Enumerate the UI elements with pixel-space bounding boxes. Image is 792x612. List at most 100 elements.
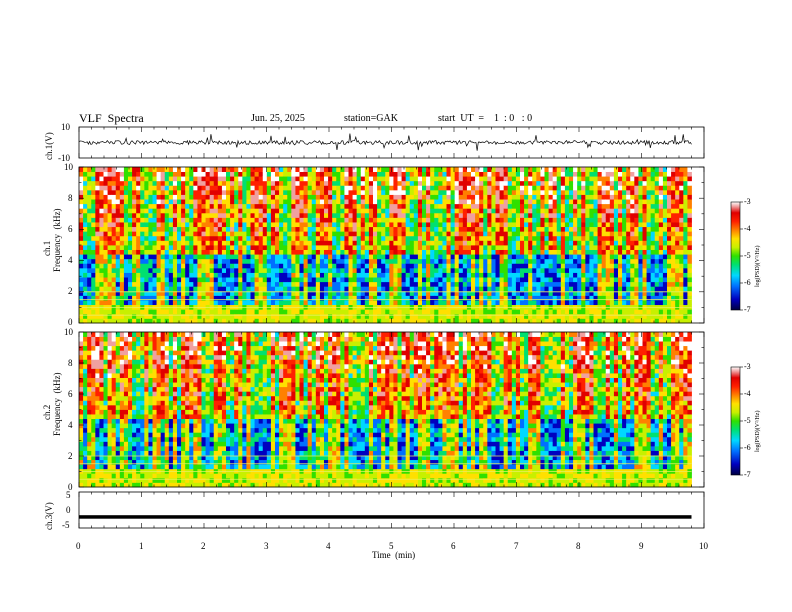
spectrogram-cell	[536, 272, 541, 278]
spectrogram-cell	[503, 199, 509, 205]
spectrogram-cell	[185, 249, 190, 255]
spectrogram-cell	[585, 199, 590, 205]
spectrogram-cell	[115, 231, 121, 237]
spectrogram-cell	[217, 313, 223, 319]
spectrogram-cell	[618, 281, 623, 287]
spectrogram-cell	[168, 167, 174, 172]
spectrogram-cell	[291, 318, 296, 324]
spectrogram-cell	[597, 208, 603, 214]
spectrogram-cell	[675, 281, 680, 287]
spectrogram-cell	[434, 240, 439, 246]
spectrogram-cell	[630, 235, 635, 241]
spectrogram-cell	[254, 167, 260, 172]
spectrogram-cell	[581, 180, 586, 186]
spectrogram-cell	[658, 281, 664, 287]
spectrogram-cell	[377, 258, 382, 264]
spectrogram-cell	[589, 203, 594, 209]
spectrogram-cell	[344, 281, 349, 287]
spectrogram-cell	[450, 235, 456, 241]
spectrogram-cell	[185, 318, 190, 324]
spectrogram-cell	[585, 295, 590, 301]
spectrogram-cell	[95, 199, 100, 205]
spectrogram-cell	[675, 194, 680, 200]
spectrogram-cell	[520, 281, 525, 287]
spectrogram-cell	[381, 231, 386, 237]
spectrogram-cell	[99, 277, 104, 283]
spectrogram-cell	[303, 212, 309, 218]
spectrogram-cell	[499, 180, 505, 186]
spectrogram-cell	[189, 258, 194, 264]
spectrogram-cell	[675, 313, 680, 319]
spectrogram-cell	[213, 222, 219, 228]
spectrogram-cell	[605, 245, 611, 250]
spectrogram-cell	[601, 240, 607, 246]
spectrogram-cell	[364, 309, 370, 315]
spectrogram-cell	[528, 189, 533, 195]
spectrogram-cell	[556, 235, 562, 241]
spectrogram-cell	[524, 277, 529, 283]
spectrogram-cell	[201, 300, 206, 306]
spectrogram-cell	[524, 286, 529, 292]
spectrogram-cell	[450, 199, 456, 205]
spectrogram-cell	[270, 231, 276, 237]
spectrogram-cell	[111, 272, 117, 278]
spectrogram-cell	[111, 167, 117, 172]
spectrogram-cell	[556, 231, 562, 237]
spectrogram-cell	[128, 281, 133, 287]
spectrogram-cell	[266, 176, 272, 182]
spectrogram-cell	[597, 272, 603, 278]
spectrogram-cell	[548, 199, 554, 205]
spectrogram-cell	[356, 167, 362, 172]
spectrogram-cell	[409, 171, 415, 177]
spectrogram-cell	[91, 277, 96, 283]
spectrogram-cell	[352, 286, 358, 292]
spectrogram-cell	[79, 180, 84, 186]
spectrogram-cell	[397, 222, 402, 228]
spectrogram-cell	[446, 263, 451, 269]
spectrogram-cell	[340, 258, 345, 264]
spectrogram-cell	[650, 272, 656, 278]
spectrogram-cell	[168, 263, 174, 269]
spectrogram-cell	[132, 245, 137, 250]
spectrogram-cell	[601, 189, 607, 195]
spectrogram-cell	[107, 309, 113, 315]
spectrogram-cell	[226, 290, 231, 296]
spectrogram-cell	[458, 222, 464, 228]
spectrogram-cell	[185, 176, 190, 182]
spectrogram-cell	[491, 212, 496, 218]
spectrogram-cell	[299, 171, 304, 177]
spectrogram-cell	[662, 240, 668, 246]
spectrogram-cell	[279, 167, 284, 172]
spectrogram-cell	[536, 167, 541, 172]
spectrogram-cell	[536, 222, 541, 228]
spectrogram-cell	[209, 258, 215, 264]
spectrogram-cell	[348, 263, 353, 269]
spectrogram-cell	[103, 240, 108, 246]
spectrogram-cell	[99, 290, 104, 296]
spectrogram-cell	[205, 185, 211, 191]
spectrogram-cell	[618, 217, 623, 223]
spectrogram-cell	[144, 217, 149, 223]
spectrogram-cell	[242, 235, 247, 241]
spectrogram-cell	[511, 267, 517, 273]
spectrogram-cell	[291, 309, 296, 315]
spectrogram-cell	[95, 263, 100, 269]
spectrogram-cell	[622, 245, 627, 250]
spectrogram-cell	[83, 212, 88, 218]
spectrogram-cell	[434, 180, 439, 186]
spectrogram-cell	[164, 189, 170, 195]
spectrogram-cell	[499, 263, 505, 269]
spectrogram-cell	[356, 171, 362, 177]
spectrogram-cell	[250, 171, 255, 177]
spectrogram-cell	[230, 240, 235, 246]
spectrogram-cell	[605, 258, 611, 264]
spectrogram-cell	[311, 263, 317, 269]
spectrogram-cell	[368, 277, 374, 283]
spectrogram-cell	[185, 258, 190, 264]
spectrogram-cell	[556, 267, 562, 273]
spectrogram-cell	[344, 226, 349, 232]
spectrogram-cell	[234, 171, 239, 177]
spectrogram-cell	[152, 313, 157, 319]
spectrogram-cell	[250, 226, 255, 232]
spectrogram-cell	[389, 235, 394, 241]
